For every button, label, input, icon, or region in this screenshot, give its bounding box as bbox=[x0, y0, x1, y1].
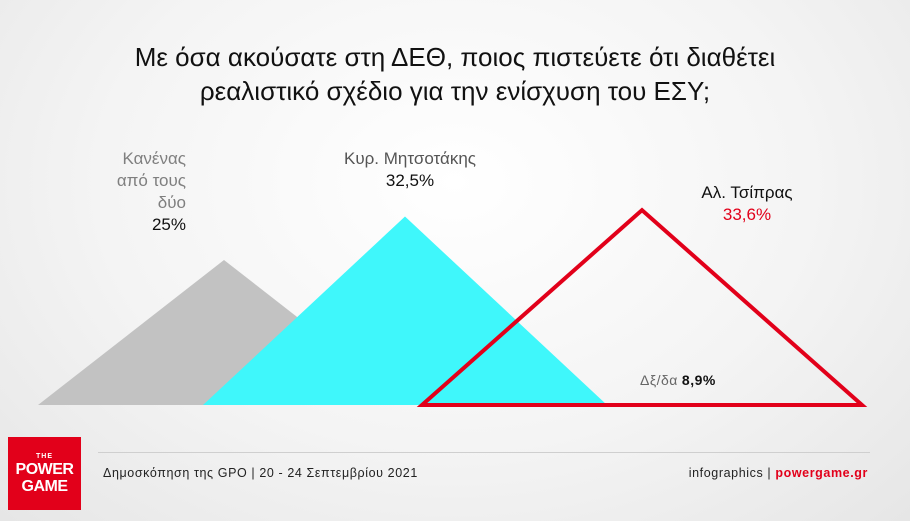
dont-know-label: Δξ/δα 8,9% bbox=[640, 372, 716, 388]
label-none-line-1: Κανένας bbox=[122, 149, 186, 168]
dont-know-value: 8,9% bbox=[681, 372, 716, 388]
chart-title: Με όσα ακούσατε στη ΔΕΘ, ποιος πιστεύετε… bbox=[40, 40, 870, 108]
chart-title-line-1: Με όσα ακούσατε στη ΔΕΘ, ποιος πιστεύετε… bbox=[134, 42, 776, 72]
source-text: Δημοσκόπηση της GPO | 20 - 24 Σεπτεμβρίο… bbox=[103, 466, 418, 480]
label-mitsotakis: Κυρ. Μητσοτάκης 32,5% bbox=[300, 148, 520, 192]
logo-word-1: POWER bbox=[15, 460, 74, 478]
label-none-line-2: από τους bbox=[116, 171, 186, 190]
logo-the: THE bbox=[36, 452, 53, 460]
label-tsipras: Αλ. Τσίπρας 33,6% bbox=[682, 182, 812, 226]
logo-word-2: GAME bbox=[21, 477, 69, 495]
credit-text: infographics | powergame.gr bbox=[689, 466, 868, 480]
label-tsipras-name: Αλ. Τσίπρας bbox=[701, 183, 793, 202]
chart-title-line-2: ρεαλιστικό σχέδιο για την ενίσχυση του Ε… bbox=[199, 76, 711, 106]
triangle-mitsotakis bbox=[203, 216, 607, 405]
label-mitsotakis-value: 32,5% bbox=[385, 171, 435, 190]
dont-know-text: Δξ/δα bbox=[640, 372, 678, 388]
credit-site-link[interactable]: powergame.gr bbox=[775, 466, 868, 480]
label-mitsotakis-name: Κυρ. Μητσοτάκης bbox=[344, 149, 476, 168]
label-none: Κανένας από τους δύο 25% bbox=[60, 148, 186, 236]
label-tsipras-value: 33,6% bbox=[722, 205, 772, 224]
triangle-tsipras bbox=[416, 207, 868, 407]
label-none-value: 25% bbox=[151, 215, 186, 234]
label-none-line-3: δύο bbox=[157, 193, 186, 212]
powergame-logo: THE POWER GAME bbox=[8, 437, 81, 510]
credit-prefix: infographics | bbox=[688, 466, 776, 480]
footer-divider bbox=[98, 452, 870, 453]
